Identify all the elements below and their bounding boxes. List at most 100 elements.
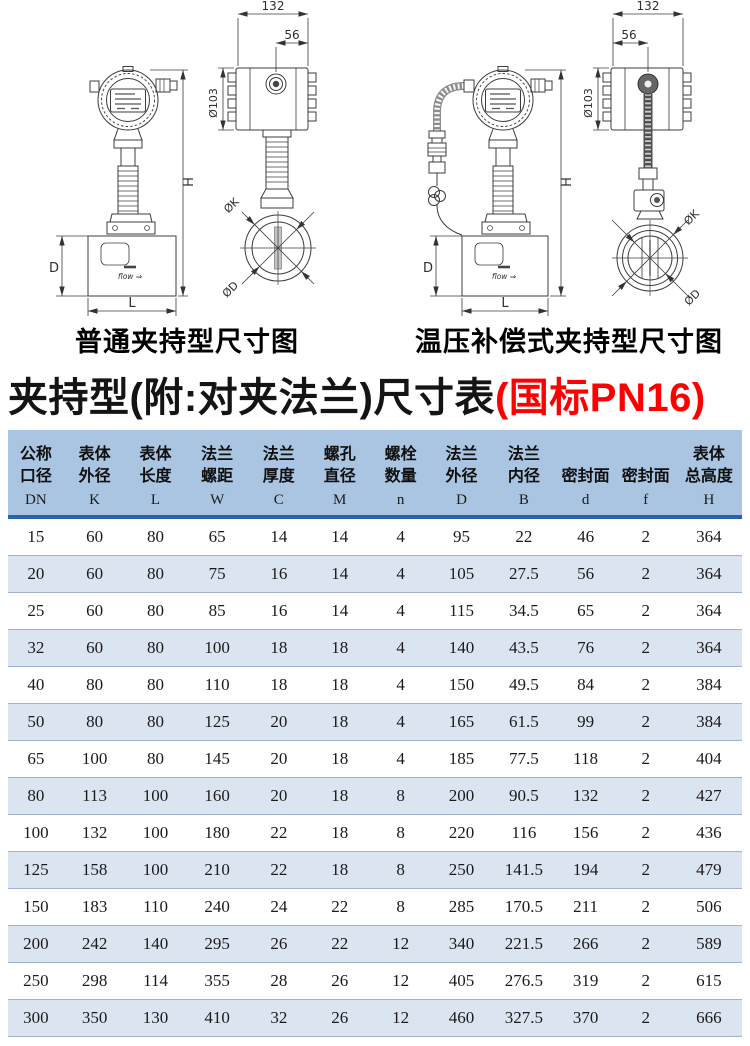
table-cell: 300	[23, 1008, 49, 1027]
dim-label-132: 132	[262, 0, 285, 13]
table-cell: 56	[577, 564, 595, 583]
table-row-dn-15: 15 60 80 65 14 14 4 95 22 46 2 364	[8, 517, 742, 556]
table-cell: 427	[696, 786, 722, 805]
dim-label-l: L	[501, 296, 509, 311]
table-cell: 80	[147, 601, 165, 620]
table-row-dn-150: 150 183 110 240 24 22 8 285 170.5 211 2 506	[8, 888, 742, 926]
table-cell: 8	[396, 786, 405, 805]
table-cell: 50	[27, 712, 45, 731]
table-cell: 18	[331, 749, 349, 768]
dim-label-dia103: Ø103	[207, 88, 220, 118]
dim-label-k: ØK	[681, 207, 702, 228]
table-cell: 20	[270, 749, 288, 768]
comp-side-view: 132 56 Ø103 ØK ØD	[582, 0, 703, 308]
table-cell: 80	[147, 527, 165, 546]
table-row-dn-250: 250 298 114 355 28 26 12 405 276.5 319 2 615	[8, 962, 742, 1000]
table-cell: 4	[396, 675, 405, 694]
table-cell: 99	[577, 712, 595, 731]
table-cell: 319	[572, 971, 599, 990]
table-cell: 20	[270, 786, 288, 805]
table-row-dn-100: 100 132 100 180 22 18 8 220 116 156 2 436	[8, 814, 742, 852]
table-cell: 460	[448, 1008, 475, 1027]
column-header-D: 法兰 外径 D	[430, 430, 493, 519]
table-cell: 2	[641, 527, 651, 546]
table-row-dn-50: 50 80 80 125 20 18 4 165 61.5 99 2 384	[8, 703, 742, 741]
table-cell: 589	[696, 934, 722, 953]
table-cell: 110	[204, 675, 230, 694]
table-cell: 84	[577, 675, 595, 694]
table-cell: 15	[27, 527, 45, 546]
table-cell: 113	[82, 786, 108, 805]
table-cell: 141.5	[504, 860, 544, 879]
caption-compensated-type: 温压补偿式夹持型尺寸图	[415, 327, 723, 357]
table-cell: 65	[27, 749, 45, 768]
table-cell: 170.5	[504, 897, 544, 916]
table-cell: 355	[204, 971, 230, 990]
table-cell: 32	[270, 1008, 288, 1027]
table-cell: 14	[270, 527, 288, 546]
table-cell: 156	[572, 823, 599, 842]
table-cell: 211	[573, 897, 599, 916]
table-cell: 77.5	[509, 749, 539, 768]
table-cell: 61.5	[509, 712, 539, 731]
flow-direction-label: flow ⇒	[492, 272, 516, 281]
table-row-dn-300: 300 350 130 410 32 26 12 460 327.5 370 2 666	[8, 999, 742, 1037]
table-cell: 615	[696, 971, 722, 990]
table-cell: 18	[331, 823, 349, 842]
table-cell: 125	[23, 860, 49, 879]
dim-label-dia103: Ø103	[582, 88, 595, 118]
table-cell: 410	[204, 1008, 230, 1027]
spec-table-body: 15 60 80 65 14 14 4 95 22 46 2 364 20 60 80 75 16 14 4 105 2…	[8, 517, 742, 1037]
table-cell: 2	[641, 749, 651, 768]
table-cell: 327.5	[504, 1008, 544, 1027]
table-cell: 20	[27, 564, 45, 583]
table-cell: 2	[641, 897, 651, 916]
table-cell: 100	[204, 638, 230, 657]
table-cell: 140	[142, 934, 169, 953]
table-cell: 18	[331, 638, 349, 657]
dim-label-dd: ØD	[220, 279, 241, 300]
table-cell: 2	[641, 675, 651, 694]
column-header-M: 螺孔 直径 M	[308, 430, 371, 519]
table-row-dn-32: 32 60 80 100 18 18 4 140 43.5 76 2 364	[8, 629, 742, 667]
table-cell: 384	[696, 675, 722, 694]
table-cell: 183	[81, 897, 108, 916]
table-cell: 26	[331, 1008, 349, 1027]
table-cell: 18	[331, 675, 349, 694]
table-cell: 158	[81, 860, 108, 879]
table-cell: 12	[392, 971, 410, 990]
table-row-dn-80: 80 113 100 160 20 18 8 200 90.5 132 2 427	[8, 777, 742, 815]
table-cell: 479	[696, 860, 722, 879]
column-header-L: 表体 长度 L	[125, 430, 186, 519]
table-row-dn-65: 65 100 80 145 20 18 4 185 77.5 118 2 404	[8, 740, 742, 778]
drawings-section: H flow ⇒ D L 132	[0, 0, 750, 318]
table-cell: 2	[641, 601, 651, 620]
table-cell: 180	[204, 823, 230, 842]
flow-direction-label: flow ⇒	[118, 272, 142, 281]
table-cell: 80	[147, 638, 165, 657]
table-cell: 22	[515, 527, 533, 546]
table-cell: 506	[696, 897, 722, 916]
table-cell: 25	[27, 601, 45, 620]
table-cell: 340	[448, 934, 475, 953]
dim-label-k: ØK	[221, 195, 242, 216]
table-cell: 75	[208, 564, 226, 583]
table-cell: 384	[696, 712, 722, 731]
table-cell: 80	[147, 749, 165, 768]
table-cell: 22	[331, 897, 349, 916]
table-cell: 194	[572, 860, 599, 879]
table-cell: 22	[270, 823, 288, 842]
table-cell: 26	[331, 971, 349, 990]
table-cell: 2	[641, 712, 651, 731]
table-cell: 8	[396, 860, 405, 879]
normal-side-view: 132 56 Ø103 ØK ØD	[207, 0, 317, 300]
table-cell: 28	[270, 971, 288, 990]
table-cell: 105	[448, 564, 475, 583]
dim-label-h: H	[560, 177, 575, 187]
table-cell: 140	[448, 638, 475, 657]
table-row-dn-125: 125 158 100 210 22 18 8 250 141.5 194 2 479	[8, 851, 742, 889]
table-cell: 295	[204, 934, 230, 953]
table-cell: 4	[396, 749, 405, 768]
table-cell: 2	[641, 638, 651, 657]
table-cell: 370	[572, 1008, 599, 1027]
